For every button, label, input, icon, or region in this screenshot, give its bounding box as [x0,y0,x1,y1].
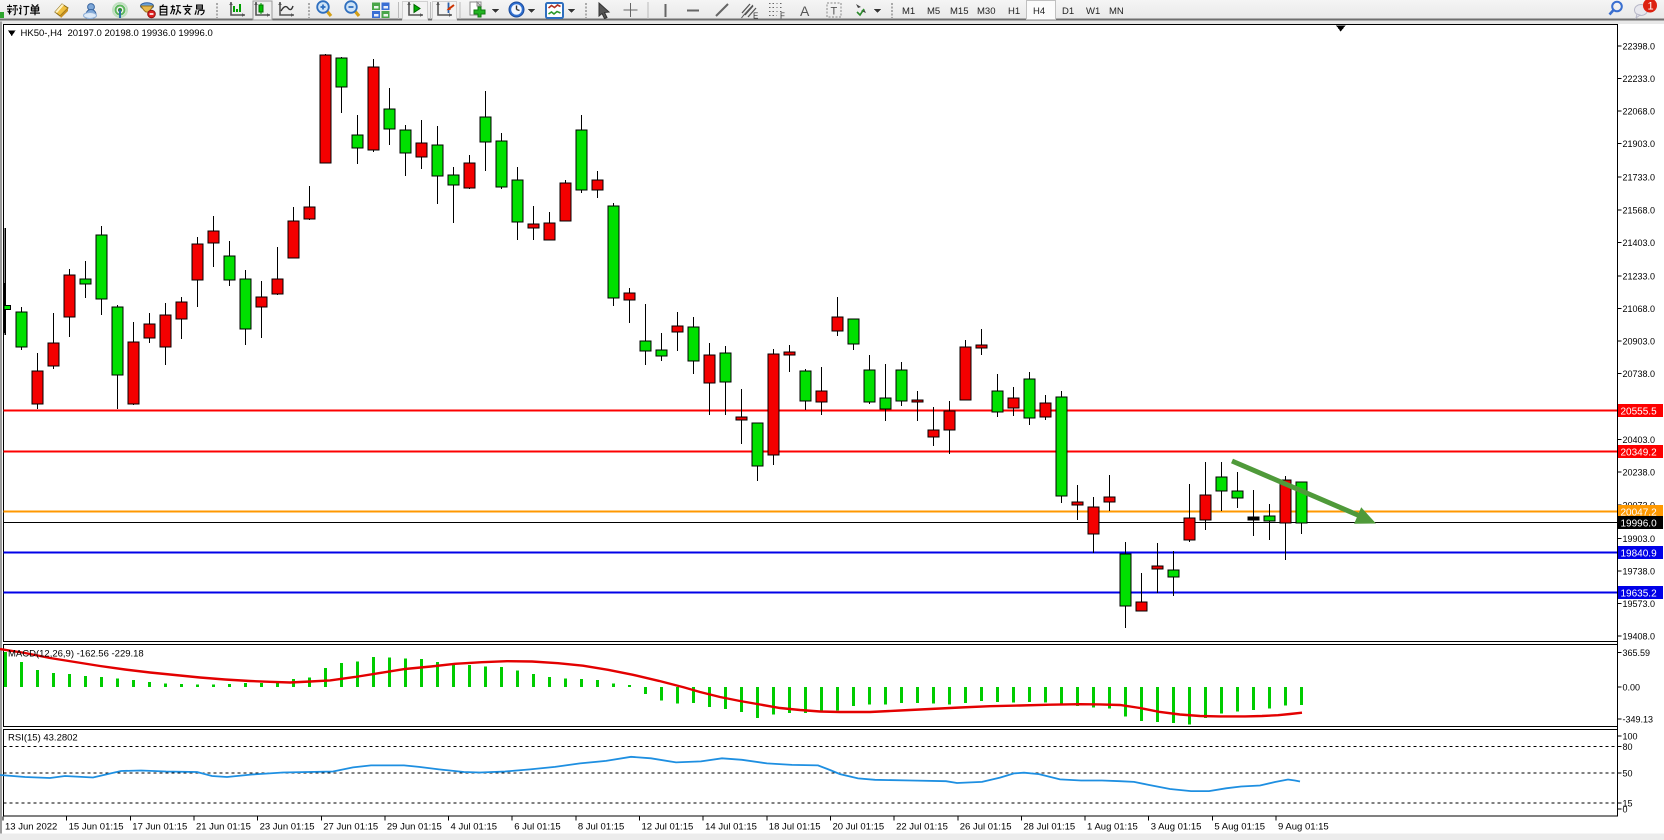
svg-text:H1: H1 [1008,6,1020,17]
svg-text:29 Jun 01:15: 29 Jun 01:15 [387,822,442,833]
svg-text:19903.0: 19903.0 [1623,534,1656,544]
svg-text:15 Jun 01:15: 15 Jun 01:15 [69,822,124,833]
svg-text:20903.0: 20903.0 [1623,337,1656,347]
svg-text:27 Jun 01:15: 27 Jun 01:15 [323,822,378,833]
svg-text:6 Jul 01:15: 6 Jul 01:15 [514,822,560,833]
svg-text:3 Aug 01:15: 3 Aug 01:15 [1151,822,1202,833]
svg-text:H4: H4 [1033,6,1045,17]
svg-text:20403.0: 20403.0 [1623,435,1656,445]
svg-text:HK50-,H4 20197.0 20198.0 1993: HK50-,H4 20197.0 20198.0 19936.0 19996.0 [21,28,213,39]
svg-text:365.59: 365.59 [1623,648,1651,658]
svg-text:M1: M1 [902,6,915,17]
svg-text:T: T [831,6,838,18]
svg-text:22398.0: 22398.0 [1623,42,1656,52]
svg-text:22 Jul 01:15: 22 Jul 01:15 [896,822,948,833]
svg-text:23 Jun 01:15: 23 Jun 01:15 [260,822,315,833]
svg-text:M30: M30 [977,6,995,17]
svg-text:20555.5: 20555.5 [1621,406,1658,417]
svg-text:A: A [800,3,810,19]
svg-text:20 Jul 01:15: 20 Jul 01:15 [832,822,884,833]
svg-text:17 Jun 01:15: 17 Jun 01:15 [132,822,187,833]
svg-text:22068.0: 22068.0 [1623,107,1656,117]
svg-text:50: 50 [1623,769,1633,779]
svg-text:26 Jul 01:15: 26 Jul 01:15 [960,822,1012,833]
svg-text:1: 1 [1648,1,1654,13]
svg-text:28 Jul 01:15: 28 Jul 01:15 [1023,822,1075,833]
svg-text:21733.0: 21733.0 [1623,173,1656,183]
svg-text:MN: MN [1109,6,1124,17]
svg-text:100: 100 [1623,732,1638,742]
svg-text:19840.9: 19840.9 [1621,548,1658,559]
svg-text:21568.0: 21568.0 [1623,205,1656,215]
svg-text:8 Jul 01:15: 8 Jul 01:15 [578,822,624,833]
svg-text:M15: M15 [950,6,968,17]
svg-text:20047.2: 20047.2 [1621,507,1658,518]
svg-text:21068.0: 21068.0 [1623,304,1656,314]
svg-text:0: 0 [1623,805,1628,815]
svg-text:21403.0: 21403.0 [1623,238,1656,248]
svg-text:1 Aug 01:15: 1 Aug 01:15 [1087,822,1138,833]
svg-text:D1: D1 [1062,6,1074,17]
svg-text:21 Jun 01:15: 21 Jun 01:15 [196,822,251,833]
svg-text:W1: W1 [1086,6,1100,17]
svg-text:15: 15 [1623,798,1633,808]
svg-text:F: F [780,12,785,21]
svg-text:MACD(12,26,9) -162.56 -229.18: MACD(12,26,9) -162.56 -229.18 [8,649,144,660]
svg-text:14 Jul 01:15: 14 Jul 01:15 [705,822,757,833]
svg-text:13 Jun 2022: 13 Jun 2022 [5,822,57,833]
svg-text:E: E [753,12,758,21]
svg-text:21903.0: 21903.0 [1623,139,1656,149]
svg-text:20738.0: 20738.0 [1623,369,1656,379]
svg-text:19635.2: 19635.2 [1621,588,1658,599]
svg-text:19996.0: 19996.0 [1621,518,1658,529]
svg-text:21233.0: 21233.0 [1623,271,1656,281]
svg-text:18 Jul 01:15: 18 Jul 01:15 [769,822,821,833]
svg-text:0.00: 0.00 [1623,683,1641,693]
svg-text:12 Jul 01:15: 12 Jul 01:15 [642,822,694,833]
svg-text:20349.2: 20349.2 [1621,447,1658,458]
svg-text:5 Aug 01:15: 5 Aug 01:15 [1214,822,1265,833]
svg-text:19573.0: 19573.0 [1623,599,1656,609]
svg-text:20238.0: 20238.0 [1623,468,1656,478]
svg-text:4 Jul 01:15: 4 Jul 01:15 [451,822,497,833]
svg-text:80: 80 [1623,742,1633,752]
svg-text:-349.13: -349.13 [1623,715,1654,725]
svg-text:9 Aug 01:15: 9 Aug 01:15 [1278,822,1329,833]
svg-text:19738.0: 19738.0 [1623,566,1656,576]
svg-text:RSI(15) 43.2802: RSI(15) 43.2802 [8,733,78,744]
svg-text:19408.0: 19408.0 [1623,632,1656,642]
svg-text:22233.0: 22233.0 [1623,74,1656,84]
svg-text:M5: M5 [927,6,940,17]
